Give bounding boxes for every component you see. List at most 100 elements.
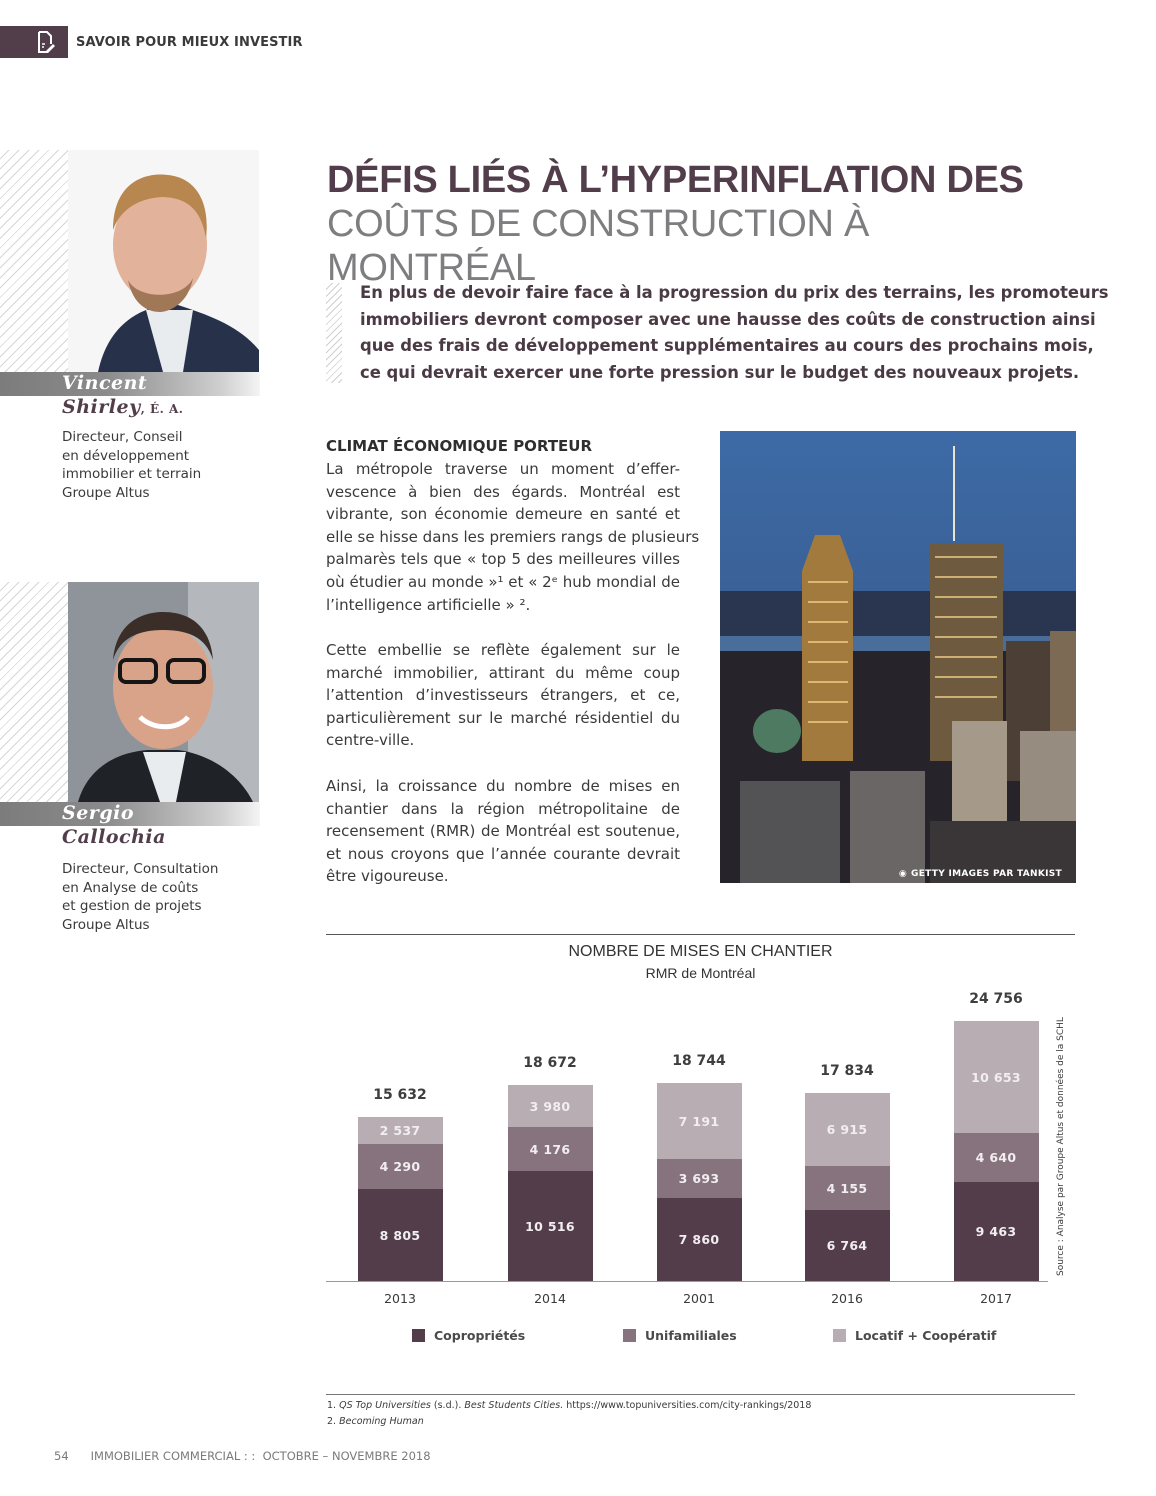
author-last-name: Callochia xyxy=(62,826,166,848)
footnote-source: QS Top Universities xyxy=(339,1400,431,1411)
footnote-1: 1. QS Top Universities (s.d.). Best Stud… xyxy=(327,1400,811,1411)
chart-baseline xyxy=(326,1281,1048,1282)
bar-segment: 7 860 xyxy=(656,1198,742,1281)
photo-credit: ◉ GETTY IMAGES PAR TANKIST xyxy=(899,869,1062,879)
body-line: Ainsi, la croissance du nombre de mises … xyxy=(326,777,680,795)
role-line: Groupe Altus xyxy=(62,484,150,501)
bar-segment: 8 805 xyxy=(357,1189,443,1281)
body-line: où étudier au monde »¹ et « 2ᵉ hub mondi… xyxy=(326,572,680,591)
section-subheading: CLIMAT ÉCONOMIQUE PORTEUR xyxy=(326,437,593,455)
bar-segment: 10 516 xyxy=(507,1171,593,1281)
footnote-date: (s.d.). xyxy=(430,1400,465,1411)
bar-segment: 9 463 xyxy=(953,1182,1039,1281)
last-name-text: Callochia xyxy=(62,826,166,848)
publication-info: IMMOBILIER COMMERCIAL : : OCTOBRE – NOVE… xyxy=(90,1449,431,1463)
article-lead: En plus de devoir faire face à la progre… xyxy=(360,280,1109,386)
page-number: 54 xyxy=(54,1449,69,1463)
bar-total-label: 24 756 xyxy=(969,991,1023,1007)
role-line: en développement xyxy=(62,447,190,464)
legend-swatch xyxy=(833,1329,846,1342)
footnote-source: Becoming Human xyxy=(339,1416,424,1427)
page-footer: 54 IMMOBILIER COMMERCIAL : : OCTOBRE – N… xyxy=(54,1449,431,1463)
author-first-name: Vincent xyxy=(62,372,148,394)
bar-segment: 4 290 xyxy=(357,1144,443,1189)
photo-credit-text: GETTY IMAGES PAR TANKIST xyxy=(911,869,1062,879)
author-profile-sergio: Sergio Callochia Directeur, Consultation… xyxy=(0,582,270,942)
role-line: Directeur, Consultation xyxy=(62,861,219,877)
montreal-skyline-photo: ◉ GETTY IMAGES PAR TANKIST xyxy=(720,431,1076,883)
section-header: SAVOIR POUR MIEUX INVESTIR xyxy=(0,26,303,58)
chart-source: Source : Analyse par Groupe Altus et don… xyxy=(1056,1017,1066,1276)
body-line: particulièrement sur le marché résidenti… xyxy=(326,708,680,727)
bar-total-label: 17 834 xyxy=(820,1063,874,1079)
x-axis-tick-label: 2013 xyxy=(384,1291,416,1306)
footnote-number: 2. xyxy=(327,1416,337,1427)
footnote-title: Best Students Cities. xyxy=(464,1400,564,1411)
bar-segment: 4 640 xyxy=(953,1133,1039,1182)
author-last-name: Shirley, É. A. xyxy=(62,396,183,418)
bar-segment: 7 191 xyxy=(656,1083,742,1159)
body-line: vescence à bien des égards. Montréal est xyxy=(326,482,680,501)
body-line: être vigoureuse. xyxy=(326,867,449,886)
lead-line: immobiliers devront composer avec une ha… xyxy=(360,309,1096,329)
body-line: Cette embellie se reflète également sur … xyxy=(326,641,680,659)
author-photo xyxy=(68,150,259,372)
paragraph-2: Cette embellie se reflète également sur … xyxy=(326,639,680,752)
bar-segment: 6 764 xyxy=(804,1210,890,1281)
body-line: l’intelligence artificielle » ². xyxy=(326,595,531,614)
chart-subtitle: RMR de Montréal xyxy=(645,965,756,981)
lead-line: ce qui devrait exercer une forte pressio… xyxy=(360,362,1080,382)
author-role: Directeur, Consultation en Analyse de co… xyxy=(62,860,218,934)
document-pen-icon xyxy=(38,31,55,53)
bar-segment: 3 980 xyxy=(507,1085,593,1127)
body-line: chantier dans la région métropolitaine d… xyxy=(326,799,680,818)
bar-segment: 4 155 xyxy=(804,1166,890,1210)
footnote-rule xyxy=(326,1394,1075,1395)
author-role: Directeur, Conseil en développement immo… xyxy=(62,428,201,502)
bar-segment: 2 537 xyxy=(357,1117,443,1144)
author-photo xyxy=(68,582,259,802)
legend-label: Copropriétés xyxy=(434,1328,526,1343)
hatch-decoration xyxy=(0,582,68,802)
body-line: elle se hisse dans les premiers rangs de… xyxy=(326,527,700,546)
legend-swatch xyxy=(412,1329,425,1342)
body-line: l’attention d’investisseurs étrangers, e… xyxy=(326,686,680,705)
role-line: immobilier et terrain xyxy=(62,466,202,483)
role-line: Groupe Altus xyxy=(62,916,150,933)
bar-total-label: 18 744 xyxy=(672,1053,726,1069)
chart-title: NOMBRE DE MISES EN CHANTIER xyxy=(568,943,833,960)
body-line: palmarès tels que « top 5 des meilleures… xyxy=(326,550,680,569)
article-title: DÉFIS LIÉS À L’HYPERINFLATION DES COÛTS … xyxy=(327,158,1087,290)
body-line: marché immobilier, attirant du même coup xyxy=(326,663,680,682)
legend-item-unifamiliales: Unifamiliales xyxy=(623,1328,737,1343)
section-tab xyxy=(0,26,68,58)
bar-total-label: 18 672 xyxy=(523,1055,577,1071)
camera-icon: ◉ xyxy=(898,869,908,879)
x-axis-tick-label: 2014 xyxy=(534,1291,566,1306)
x-axis-tick-label: 2016 xyxy=(831,1291,863,1306)
body-line: recensement (RMR) de Montréal est souten… xyxy=(326,822,680,841)
paragraph-1: La métropole traverse un moment d’effer-… xyxy=(326,458,700,616)
last-name-text: Shirley xyxy=(62,396,141,418)
body-line: centre-ville. xyxy=(326,731,415,750)
role-line: Directeur, Conseil xyxy=(62,429,183,445)
role-line: et gestion de projets xyxy=(62,898,202,915)
author-first-name: Sergio xyxy=(62,802,134,824)
legend-label: Unifamiliales xyxy=(645,1328,737,1343)
lead-line: En plus de devoir faire face à la progre… xyxy=(360,283,1109,302)
author-profile-vincent: Vincent Shirley, É. A. Directeur, Consei… xyxy=(0,150,270,510)
bar-segment: 6 915 xyxy=(804,1093,890,1166)
legend-swatch xyxy=(623,1329,636,1342)
body-line: La métropole traverse un moment d’effer- xyxy=(326,460,680,478)
legend-item-coproprietes: Copropriétés xyxy=(412,1328,525,1343)
name-bar xyxy=(0,802,260,826)
footnote-link[interactable]: https://www.topuniversities.com/city-ran… xyxy=(563,1400,812,1411)
body-line: vibrante, son économie demeure en santé … xyxy=(326,505,680,524)
body-line: et nous croyons que l’année courante dev… xyxy=(326,844,680,863)
x-axis-tick-label: 2017 xyxy=(980,1291,1012,1306)
legend-label: Locatif + Coopératif xyxy=(855,1328,997,1343)
legend-item-locatif: Locatif + Coopératif xyxy=(833,1328,996,1343)
x-axis-tick-label: 2001 xyxy=(683,1291,715,1306)
bar-total-label: 15 632 xyxy=(373,1087,427,1103)
lead-hatch-decoration xyxy=(326,283,342,383)
